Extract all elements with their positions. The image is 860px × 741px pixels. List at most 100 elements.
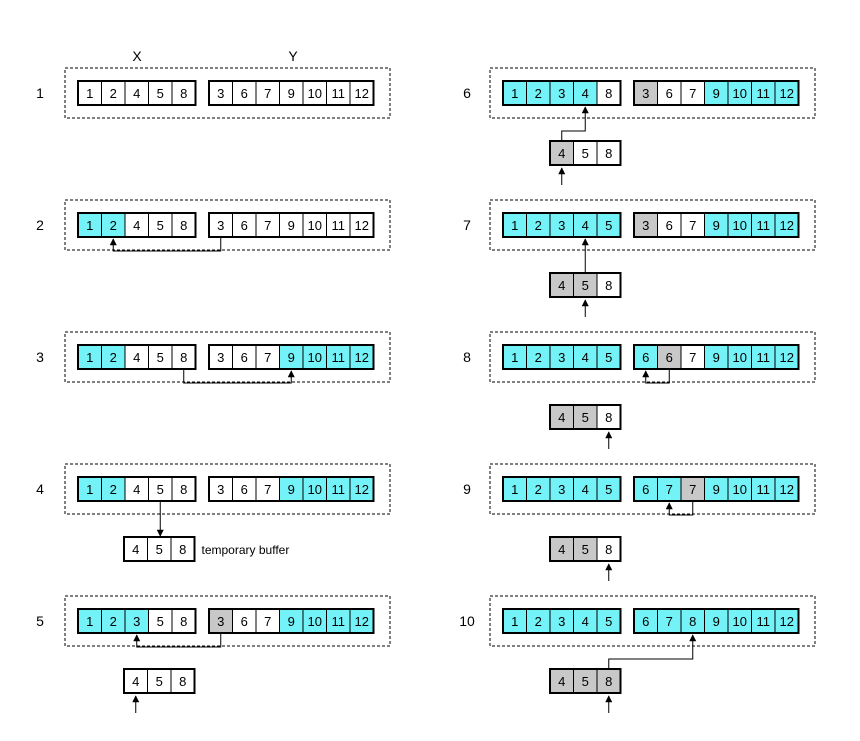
y-array-cell: 12 [349, 476, 374, 502]
x-array-cell: 2 [101, 80, 126, 106]
y-array-cell: 3 [208, 476, 233, 502]
y-array-cell: 6 [657, 344, 682, 370]
cell-value: 5 [605, 350, 612, 365]
buffer-array-cell: 5 [147, 536, 172, 562]
x-array-cell: 1 [502, 344, 527, 370]
buffer-array-cell: 8 [596, 668, 621, 694]
cell-value: 11 [757, 614, 771, 629]
y-array-cell: 12 [349, 344, 374, 370]
y-array-border [208, 80, 375, 106]
step-container [489, 199, 816, 251]
cell-value: 1 [511, 86, 518, 101]
cell-value: 3 [217, 218, 224, 233]
cell-value: 4 [558, 542, 565, 557]
y-array-border [208, 608, 375, 634]
cell-value: 9 [288, 218, 295, 233]
cell-value: 7 [689, 86, 696, 101]
x-array-cell: 2 [526, 608, 551, 634]
cell-value: 11 [757, 86, 771, 101]
y-array-cell: 11 [751, 476, 776, 502]
cell-value: 4 [133, 218, 140, 233]
x-array-cell: 5 [596, 476, 621, 502]
y-array-cell: 11 [326, 212, 351, 238]
cell-value: 5 [157, 86, 164, 101]
x-array-cell: 2 [101, 608, 126, 634]
cell-value: 8 [179, 542, 186, 557]
y-array-cell: 10 [302, 344, 327, 370]
x-array-cell: 8 [596, 80, 621, 106]
buffer-array-cell: 5 [147, 668, 172, 694]
cell-value: 5 [156, 674, 163, 689]
cell-value: 2 [110, 482, 117, 497]
y-array-cell: 7 [657, 476, 682, 502]
step-number: 10 [459, 613, 475, 629]
cell-value: 3 [642, 218, 649, 233]
cell-value: 3 [558, 614, 565, 629]
x-array-cell: 5 [596, 212, 621, 238]
x-array-cell: 5 [148, 344, 173, 370]
buffer-array-cell: 8 [596, 140, 621, 166]
x-array: 1 2 4 5 8 [77, 476, 197, 502]
buffer-array-cell: 5 [573, 404, 598, 430]
buffer-array-cell: 8 [596, 272, 621, 298]
step-6: 6 1 2 3 4 8 3 6 7 9 10 11 124 5 8 [463, 67, 816, 185]
x-array: 1 2 4 5 8 [77, 212, 197, 238]
y-array-cell: 9 [704, 608, 729, 634]
cell-value: 9 [713, 218, 720, 233]
cell-value: 9 [713, 350, 720, 365]
buffer-array-cell: 8 [596, 536, 621, 562]
cell-value: 2 [535, 482, 542, 497]
y-array: 3 6 7 9 10 11 12 [208, 476, 375, 502]
x-array-cell: 5 [596, 608, 621, 634]
x-array-cell: 8 [171, 80, 196, 106]
y-array-cell: 9 [704, 476, 729, 502]
cell-value: 3 [642, 86, 649, 101]
step-number: 9 [463, 481, 471, 497]
cell-value: 12 [780, 350, 794, 365]
cell-value: 2 [110, 218, 117, 233]
cell-value: 12 [355, 482, 369, 497]
step-number: 8 [463, 349, 471, 365]
x-array-cell: 5 [148, 608, 173, 634]
y-array-cell: 7 [255, 212, 280, 238]
cell-value: 4 [582, 482, 589, 497]
y-array-cell: 12 [349, 608, 374, 634]
y-array-cell: 3 [208, 608, 233, 634]
x-array-cell: 5 [148, 80, 173, 106]
cell-value: 7 [264, 218, 271, 233]
cell-value: 10 [733, 350, 747, 365]
x-array: 1 2 3 4 5 [502, 344, 622, 370]
y-array-border [633, 476, 800, 502]
y-array-border [633, 212, 800, 238]
cell-value: 6 [241, 350, 248, 365]
buffer-array-cell: 4 [123, 536, 148, 562]
step-4: 4 1 2 4 5 8 3 6 7 9 10 11 124 5 8 temporary buffer [36, 463, 391, 562]
cell-value: 3 [217, 350, 224, 365]
y-array-cell: 6 [232, 212, 257, 238]
y-array-cell: 7 [255, 608, 280, 634]
x-array: 1 2 3 4 5 [502, 608, 622, 634]
buffer-array-border [123, 668, 196, 694]
cell-value: 11 [332, 350, 346, 365]
step-2: 2 1 2 4 5 8 3 6 7 9 10 11 12 [36, 199, 391, 252]
x-array-cell: 3 [549, 344, 574, 370]
cell-value: 12 [780, 482, 794, 497]
cell-value: 8 [180, 218, 187, 233]
cell-value: 5 [605, 218, 612, 233]
buffer-array-cell: 5 [573, 668, 598, 694]
x-array-border [502, 476, 622, 502]
x-array-cell: 1 [77, 80, 102, 106]
step-container [64, 199, 391, 251]
x-array-cell: 5 [148, 476, 173, 502]
cell-value: 8 [180, 482, 187, 497]
cell-value: 1 [86, 614, 93, 629]
cell-value: 6 [666, 86, 673, 101]
cell-value: 8 [179, 674, 186, 689]
cell-value: 6 [241, 218, 248, 233]
x-array-cell: 3 [124, 608, 149, 634]
x-array: 1 2 4 5 8 [77, 344, 197, 370]
move-arrow [642, 369, 670, 384]
x-array: 1 2 3 4 5 [502, 212, 622, 238]
y-array-cell: 10 [727, 608, 752, 634]
